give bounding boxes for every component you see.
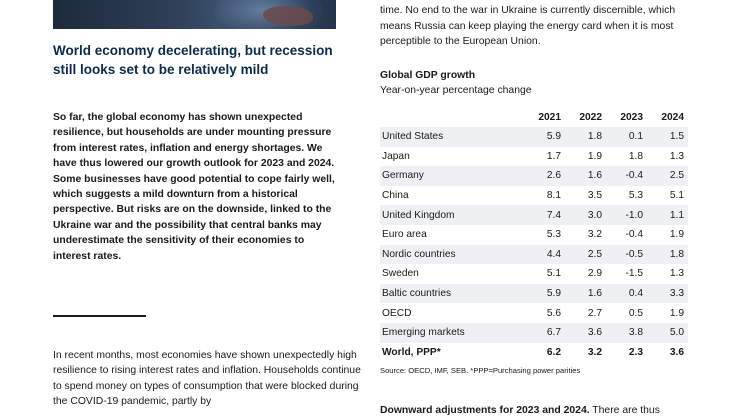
column-header-2021: 2021	[538, 112, 561, 123]
value-cell: 3.6	[565, 322, 606, 343]
value-cell: 3.6	[647, 342, 688, 363]
value-cell: -0.4	[606, 166, 647, 186]
column-header-2022: 2022	[579, 112, 602, 123]
value-cell: 2.9	[565, 264, 606, 284]
value-cell: 5.9	[524, 283, 565, 304]
column-header-2024: 2024	[661, 112, 684, 123]
value-cell: -0.4	[606, 224, 647, 245]
table-row: China 8.1 3.5 5.3 5.1	[380, 185, 688, 206]
header-photo	[53, 0, 336, 29]
country-cell: World, PPP*	[380, 342, 524, 363]
value-cell: 1.6	[565, 283, 606, 304]
article-lead: So far, the global economy has shown une…	[53, 112, 335, 262]
section-divider	[53, 315, 146, 317]
column-header-country	[380, 108, 524, 127]
value-cell: -1.5	[606, 264, 647, 284]
value-cell: 2.5	[565, 244, 606, 265]
table-title: Global GDP growth	[380, 70, 476, 81]
country-cell: China	[380, 185, 524, 206]
country-cell: Baltic countries	[380, 283, 524, 304]
value-cell: 5.3	[524, 224, 565, 245]
value-cell: 3.2	[565, 342, 606, 363]
body-paragraph-right-bottom: Downward adjustments for 2023 and 2024. …	[380, 403, 700, 418]
table-source-note: Source: OECD, IMF, SEB. *PPP=Purchasing …	[380, 366, 581, 375]
value-cell: 1.9	[647, 224, 688, 245]
value-cell: 2.3	[606, 342, 647, 363]
country-cell: Japan	[380, 146, 524, 167]
value-cell: 1.8	[647, 244, 688, 265]
table-row: Baltic countries 5.9 1.6 0.4 3.3	[380, 283, 688, 304]
value-cell: 5.6	[524, 303, 565, 323]
paragraph-text: There are thus	[589, 405, 660, 416]
value-cell: 5.1	[524, 264, 565, 284]
value-cell: -1.0	[606, 205, 647, 225]
country-cell: Emerging markets	[380, 322, 524, 343]
table-row: Emerging markets 6.7 3.6 3.8 5.0	[380, 322, 688, 343]
value-cell: 3.5	[565, 185, 606, 206]
table-row: Japan 1.7 1.9 1.8 1.3	[380, 146, 688, 167]
value-cell: 5.0	[647, 322, 688, 343]
value-cell: 1.6	[565, 166, 606, 186]
value-cell: 1.3	[647, 146, 688, 167]
value-cell: 2.6	[524, 166, 565, 186]
value-cell: 5.9	[524, 127, 565, 147]
value-cell: 5.3	[606, 185, 647, 206]
article-headline: World economy decelerating, but recessio…	[53, 43, 333, 77]
paragraph-lead-in: Downward adjustments for 2023 and 2024.	[380, 405, 590, 416]
value-cell: 1.3	[647, 264, 688, 284]
value-cell: 6.7	[524, 322, 565, 343]
value-cell: 2.5	[647, 166, 688, 186]
country-cell: United States	[380, 127, 524, 147]
value-cell: 5.1	[647, 185, 688, 206]
value-cell: 1.8	[606, 146, 647, 167]
value-cell: 1.7	[524, 146, 565, 167]
body-paragraph-right-top: likely to rise again this winter and rem…	[380, 0, 699, 48]
table-row: United Kingdom 7.4 3.0 -1.0 1.1	[380, 205, 688, 225]
value-cell: 1.9	[565, 146, 606, 167]
value-cell: 3.2	[565, 224, 606, 245]
value-cell: -0.5	[606, 244, 647, 265]
table-row: OECD 5.6 2.7 0.5 1.9	[380, 303, 688, 323]
column-header-2023: 2023	[620, 112, 643, 123]
table-row: Euro area 5.3 3.2 -0.4 1.9	[380, 224, 688, 245]
value-cell: 1.9	[647, 303, 688, 323]
body-paragraph-left: In recent months, most economies have sh…	[53, 350, 361, 408]
country-cell: OECD	[380, 303, 524, 323]
value-cell: 3.3	[647, 283, 688, 304]
value-cell: 3.8	[606, 322, 647, 343]
table-header-row: 2021 2022 2023 2024	[380, 108, 688, 127]
value-cell: 7.4	[524, 205, 565, 225]
gdp-growth-table: 2021 2022 2023 2024 United States 5.9 1.…	[380, 108, 688, 363]
value-cell: 1.1	[647, 205, 688, 225]
value-cell: 0.5	[606, 303, 647, 323]
table-row: Nordic countries 4.4 2.5 -0.5 1.8	[380, 244, 688, 265]
value-cell: 0.4	[606, 283, 647, 304]
country-cell: United Kingdom	[380, 205, 524, 225]
table-row: United States 5.9 1.8 0.1 1.5	[380, 127, 688, 147]
country-cell: Nordic countries	[380, 244, 524, 265]
value-cell: 3.0	[565, 205, 606, 225]
country-cell: Germany	[380, 166, 524, 186]
value-cell: 1.8	[565, 127, 606, 147]
value-cell: 4.4	[524, 244, 565, 265]
value-cell: 6.2	[524, 342, 565, 363]
photo-object	[263, 6, 313, 26]
table-subtitle: Year-on-year percentage change	[380, 85, 532, 96]
country-cell: Sweden	[380, 264, 524, 284]
value-cell: 1.5	[647, 127, 688, 147]
table-row: Sweden 5.1 2.9 -1.5 1.3	[380, 264, 688, 284]
table-total-row: World, PPP* 6.2 3.2 2.3 3.6	[380, 342, 688, 363]
value-cell: 0.1	[606, 127, 647, 147]
value-cell: 8.1	[524, 185, 565, 206]
value-cell: 2.7	[565, 303, 606, 323]
country-cell: Euro area	[380, 224, 524, 245]
table-row: Germany 2.6 1.6 -0.4 2.5	[380, 166, 688, 186]
